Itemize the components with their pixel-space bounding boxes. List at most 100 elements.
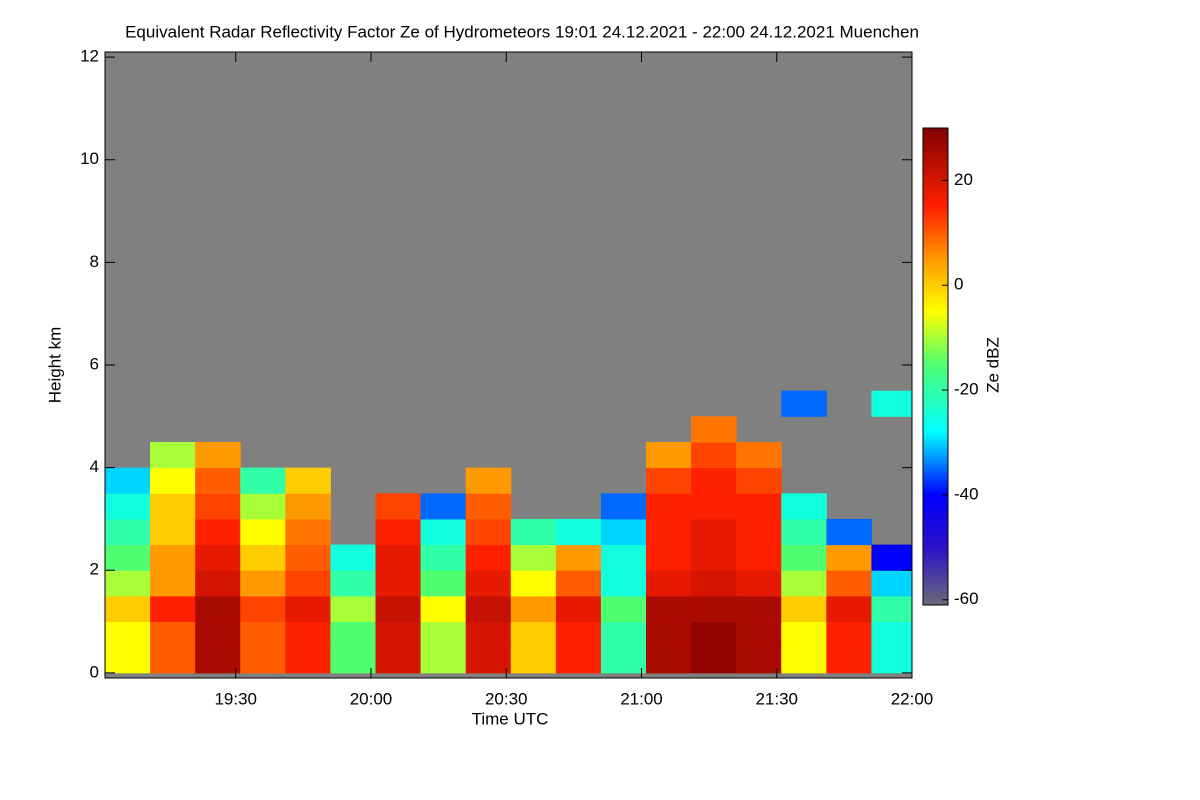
heatmap-cell [555,621,602,648]
heatmap-cell [871,621,912,648]
heatmap-cell [600,595,647,623]
heatmap-cell [285,544,331,571]
heatmap-cell [781,518,827,546]
heatmap-cell [195,441,241,469]
heatmap [105,390,912,674]
heatmap-cell [691,441,737,469]
x-tick-label: 21:00 [620,689,663,708]
heatmap-cell [826,621,872,648]
heatmap-cell [195,493,241,520]
heatmap-cell [105,518,151,546]
heatmap-cell [646,647,692,674]
heatmap-cell [555,595,602,623]
x-tick-label: 19:30 [214,689,257,708]
heatmap-cell [871,647,912,674]
heatmap-cell [285,570,331,597]
heatmap-cell [285,621,331,648]
heatmap-cell [420,595,467,623]
heatmap-cell [510,621,557,648]
heatmap-cell [465,570,512,597]
heatmap-cell [240,570,286,597]
heatmap-cell [330,570,377,597]
x-tick-label: 22:00 [891,689,934,708]
heatmap-cell [646,467,692,494]
heatmap-cell [465,647,512,674]
heatmap-cell [646,518,692,546]
heatmap-cell [555,518,602,546]
y-tick-label: 2 [90,560,99,579]
heatmap-cell [736,467,782,494]
heatmap-cell [240,544,286,571]
heatmap-cell [691,493,737,520]
heatmap-cell [420,544,467,571]
heatmap-cell [871,595,912,623]
heatmap-cell [600,544,647,571]
heatmap-cell [195,595,241,623]
heatmap-cell [736,570,782,597]
heatmap-cell [150,595,196,623]
heatmap-cell [330,544,377,571]
heatmap-cell [465,544,512,571]
heatmap-cell [240,518,286,546]
heatmap-cell [781,544,827,571]
heatmap-cell [646,441,692,469]
heatmap-cell [195,570,241,597]
heatmap-cell [510,518,557,546]
heatmap-cell [781,493,827,520]
y-tick-label: 10 [80,149,99,168]
heatmap-cell [510,647,557,674]
heatmap-cell [646,493,692,520]
y-axis-label: Height km [45,327,64,404]
heatmap-cell [240,467,286,494]
heatmap-cell [285,493,331,520]
heatmap-cell [195,544,241,571]
heatmap-cell [871,544,912,571]
heatmap-cell [240,621,286,648]
heatmap-cell [781,570,827,597]
heatmap-cell [420,518,467,546]
x-tick-label: 20:00 [350,689,393,708]
heatmap-cell [105,544,151,571]
heatmap-cell [240,493,286,520]
heatmap-cell [871,570,912,597]
heatmap-cell [285,518,331,546]
heatmap-cell [105,467,151,494]
heatmap-cell [375,621,422,648]
heatmap-cell [285,647,331,674]
chart-title: Equivalent Radar Reflectivity Factor Ze … [125,22,919,41]
heatmap-cell [285,595,331,623]
heatmap-cell [781,390,827,417]
heatmap-cell [691,518,737,546]
heatmap-cell [150,570,196,597]
heatmap-cell [195,621,241,648]
heatmap-cell [826,518,872,546]
heatmap-cell [150,493,196,520]
heatmap-cell [195,647,241,674]
heatmap-cell [375,493,422,520]
heatmap-cell [600,647,647,674]
heatmap-cell [150,647,196,674]
colorbar-tick-label: -20 [954,380,979,399]
heatmap-cell [150,544,196,571]
heatmap-cell [105,493,151,520]
heatmap-cell [375,647,422,674]
x-tick-label: 20:30 [485,689,528,708]
heatmap-cell [781,621,827,648]
heatmap-cell [330,647,377,674]
y-tick-label: 6 [90,354,99,373]
heatmap-cell [781,595,827,623]
heatmap-cell [646,595,692,623]
heatmap-cell [736,493,782,520]
heatmap-cell [691,416,737,443]
heatmap-cell [285,467,331,494]
heatmap-cell [375,544,422,571]
heatmap-cell [150,621,196,648]
heatmap-cell [465,467,512,494]
heatmap-cell [555,544,602,571]
x-axis-label: Time UTC [472,709,549,728]
heatmap-cell [736,595,782,623]
heatmap-cell [600,621,647,648]
heatmap-cell [691,570,737,597]
heatmap-cell [510,544,557,571]
